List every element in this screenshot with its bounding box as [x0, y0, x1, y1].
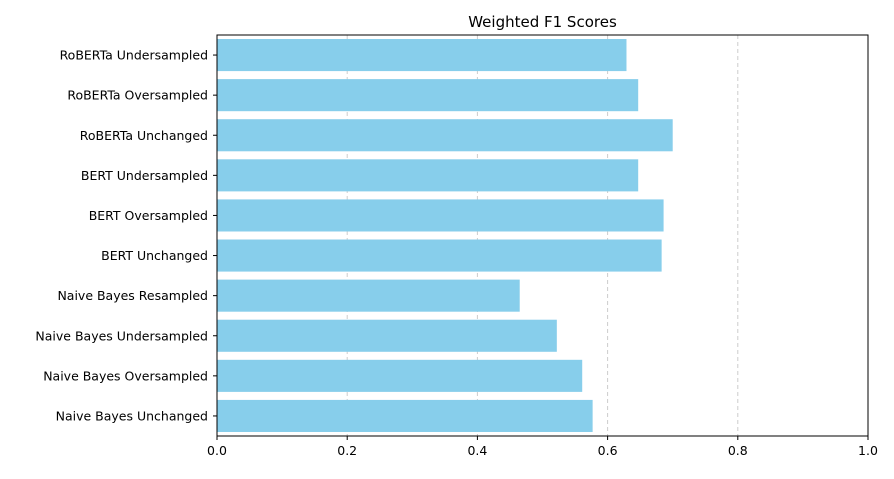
bar	[217, 199, 664, 232]
bar	[217, 319, 557, 352]
bar	[217, 359, 583, 392]
x-tick-label: 0.6	[598, 443, 618, 458]
y-tick-label: Naive Bayes Oversampled	[43, 368, 208, 383]
bar	[217, 399, 593, 432]
y-tick-label: RoBERTa Undersampled	[60, 48, 208, 63]
y-tick-label: Naive Bayes Undersampled	[35, 328, 208, 343]
y-tick-label: BERT Unchanged	[101, 248, 208, 263]
bar	[217, 39, 627, 72]
x-tick-label: 0.2	[337, 443, 357, 458]
y-tick-label: BERT Oversampled	[89, 208, 208, 223]
plot-area-frame	[216, 34, 869, 437]
chart-title: Weighted F1 Scores	[468, 13, 617, 31]
y-tick-label: RoBERTa Oversampled	[67, 88, 208, 103]
bar	[217, 79, 639, 112]
x-tick-label: 0.4	[467, 443, 487, 458]
x-tick-label: 0.0	[207, 443, 227, 458]
y-tick-label: BERT Undersampled	[81, 168, 208, 183]
x-tick-label: 1.0	[858, 443, 878, 458]
bar	[217, 119, 673, 152]
y-tick-label: RoBERTa Unchanged	[80, 128, 208, 143]
bar	[217, 159, 639, 192]
y-tick-label: Naive Bayes Unchanged	[56, 408, 208, 423]
bar	[217, 239, 662, 272]
x-tick-label: 0.8	[728, 443, 748, 458]
y-tick-label: Naive Bayes Resampled	[57, 288, 208, 303]
bar	[217, 279, 520, 312]
